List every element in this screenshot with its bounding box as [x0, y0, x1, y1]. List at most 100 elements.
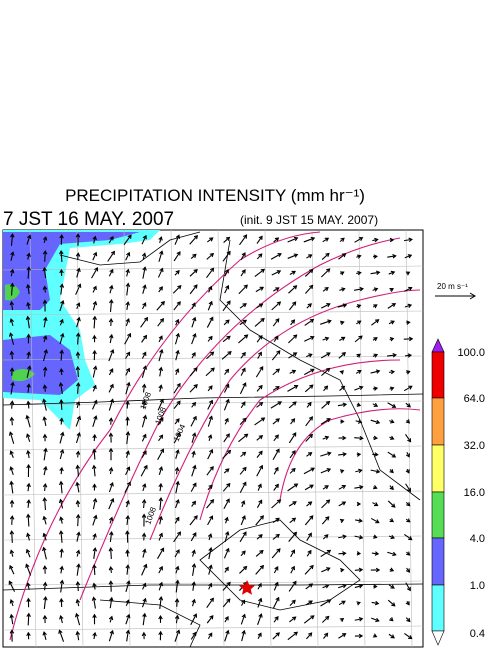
grid-line	[2, 400, 424, 406]
wind-arrow	[191, 317, 196, 328]
wind-arrow-head	[59, 565, 64, 571]
wind-arrow-head	[390, 534, 395, 540]
wind-arrow	[27, 483, 30, 492]
wind-arrow-head	[226, 449, 232, 455]
wind-arrow-head	[308, 416, 313, 421]
wind-arrow-head	[177, 284, 182, 290]
wind-arrow	[43, 267, 47, 279]
wind-arrow-head	[59, 268, 64, 274]
wind-arrow-head	[309, 384, 314, 389]
wind-arrow-head	[160, 547, 165, 552]
wind-arrow-head	[259, 286, 265, 291]
wind-arrow-head	[389, 386, 395, 391]
wind-arrow-head	[142, 266, 147, 271]
wind-arrow-head	[392, 353, 397, 358]
wind-arrow-head	[358, 518, 363, 523]
colorbar-segment	[431, 491, 445, 539]
wind-arrow-head	[76, 267, 81, 273]
wind-arrow-head	[60, 431, 65, 437]
wind-arrow-head	[75, 598, 81, 604]
wind-arrow-head	[290, 565, 295, 571]
wind-arrow	[60, 481, 63, 494]
wind-arrow-head	[225, 236, 231, 241]
wind-arrow-head	[141, 513, 147, 518]
grid-line	[76, 229, 84, 648]
wind-arrow-head	[43, 316, 48, 322]
wind-arrow	[173, 251, 181, 262]
wind-arrow	[125, 500, 130, 508]
wind-arrow-head	[225, 368, 230, 374]
wind-arrow-head	[373, 402, 379, 407]
wind-arrow	[239, 382, 247, 395]
wind-arrow	[272, 632, 280, 640]
wind-arrow-head	[125, 431, 131, 436]
wind-arrow-head	[260, 317, 265, 323]
wind-arrow-head	[75, 332, 81, 337]
wind-arrow	[223, 237, 230, 243]
wind-arrow	[404, 238, 412, 242]
wind-arrow	[158, 434, 163, 442]
wind-arrow	[77, 333, 79, 345]
wind-arrow-head	[42, 384, 48, 389]
wind-arrow	[60, 250, 63, 263]
wind-arrow	[290, 549, 295, 558]
wind-arrow-head	[241, 451, 247, 456]
wind-arrow	[239, 531, 247, 543]
wind-arrow-head	[406, 502, 411, 507]
wind-arrow	[405, 582, 411, 591]
wind-arrow	[10, 382, 14, 395]
wind-arrow-head	[260, 417, 266, 422]
wind-arrow	[76, 482, 80, 493]
isobar	[199, 359, 401, 521]
wind-arrow-head	[9, 480, 14, 486]
wind-arrow	[222, 300, 231, 312]
wind-arrow	[304, 565, 314, 575]
wind-arrow	[206, 237, 214, 243]
wind-arrow	[92, 301, 97, 311]
wind-arrow-head	[275, 517, 280, 522]
wind-arrow-head	[75, 549, 81, 554]
wind-arrow	[91, 267, 98, 279]
wind-arrow-head	[75, 464, 81, 469]
wind-arrow-head	[92, 433, 97, 439]
grid-line	[2, 625, 424, 631]
wind-arrow-head	[244, 334, 249, 339]
wind-arrow-head	[191, 500, 197, 506]
wind-arrow-head	[127, 234, 132, 239]
wind-arrow-head	[43, 447, 48, 453]
wind-arrow	[27, 284, 30, 295]
wind-arrow	[60, 531, 63, 543]
wind-arrow-head	[175, 516, 180, 522]
wind-arrow-head	[158, 482, 163, 488]
wind-arrow-head	[373, 287, 379, 292]
wind-arrow-head	[109, 333, 114, 339]
wind-arrow-head	[356, 501, 362, 507]
wind-arrow	[223, 399, 230, 411]
wind-arrow-head	[176, 431, 181, 437]
wind-arrow	[158, 582, 163, 591]
wind-arrow-head	[358, 567, 364, 573]
wind-arrow	[141, 335, 147, 343]
wind-arrow	[404, 632, 412, 640]
wind-arrow-head	[125, 514, 130, 520]
wind-arrow	[403, 385, 413, 392]
wind-arrow-head	[275, 318, 280, 323]
map: 1008 1008 1004 1008	[2, 229, 424, 648]
wind-arrow	[337, 304, 347, 308]
wind-arrow-head	[42, 366, 48, 371]
wind-arrow	[125, 382, 130, 395]
wind-arrow	[25, 564, 32, 576]
wind-arrow	[207, 301, 213, 311]
wind-arrow-head	[405, 601, 410, 606]
wind-arrow-head	[108, 516, 114, 522]
wind-arrow-head	[192, 316, 197, 322]
wind-arrow-head	[310, 615, 315, 620]
wind-arrow	[354, 335, 363, 343]
wind-arrow-head	[191, 549, 196, 554]
wind-arrow-head	[373, 337, 378, 342]
wind-arrow-head	[408, 237, 413, 243]
wind-arrow-head	[125, 268, 130, 274]
wind-arrow-head	[326, 268, 331, 273]
wind-arrow-head	[390, 584, 395, 589]
wind-arrow	[271, 301, 281, 311]
